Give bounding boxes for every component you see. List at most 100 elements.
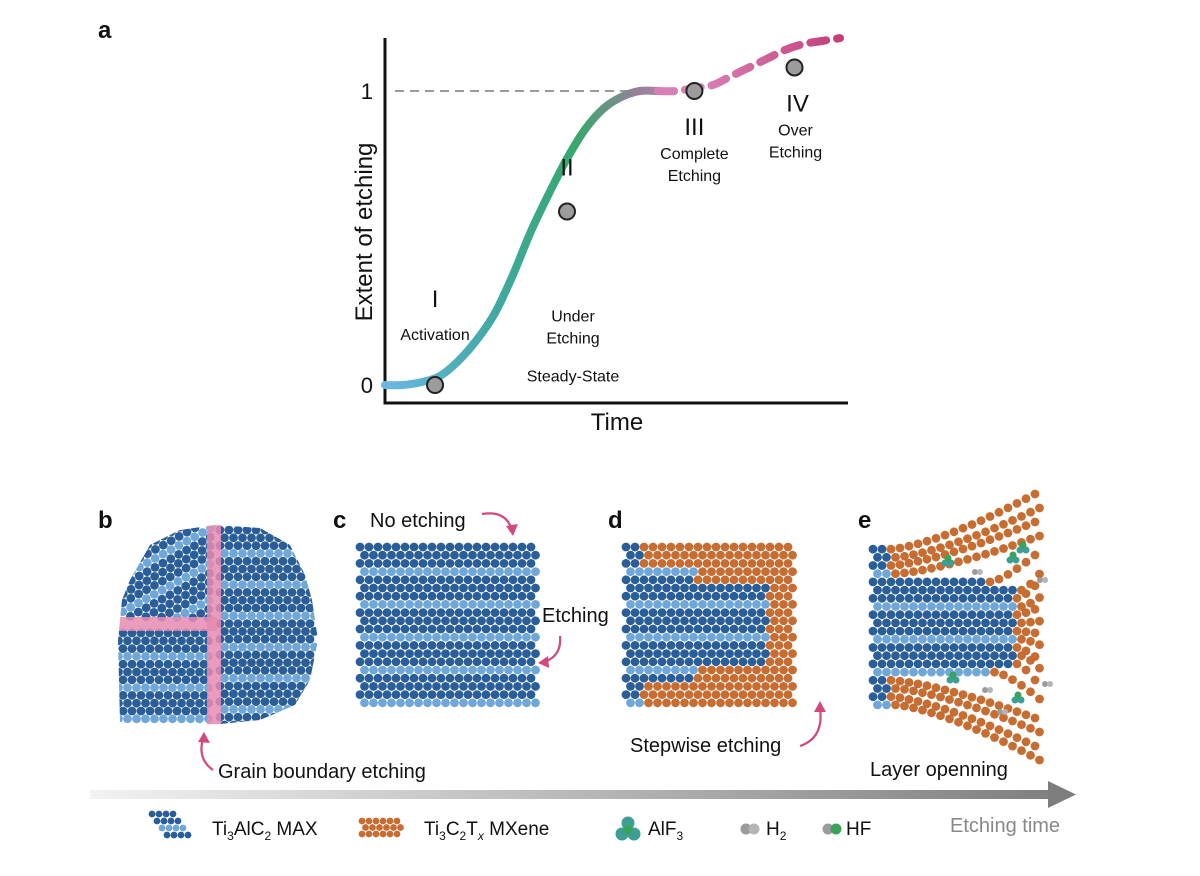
atom [355, 608, 365, 617]
atom [508, 559, 518, 568]
atom [958, 659, 968, 669]
atom [918, 651, 927, 661]
atom [648, 690, 658, 699]
atom [783, 657, 793, 667]
atom [445, 591, 455, 601]
atom [445, 575, 455, 585]
atom [644, 682, 653, 691]
atom [886, 593, 896, 603]
atom [747, 673, 757, 683]
atom [936, 634, 945, 644]
atom [269, 588, 279, 597]
atom [391, 673, 401, 683]
atom [999, 670, 1008, 680]
atom [774, 591, 784, 601]
atom [994, 507, 1004, 517]
atom [707, 616, 716, 626]
atom [118, 593, 120, 603]
atom [788, 550, 797, 560]
atom [940, 593, 950, 603]
atom [662, 567, 671, 576]
atom [936, 543, 945, 552]
stage-point [426, 376, 445, 394]
atom [414, 632, 423, 642]
atom [671, 550, 680, 560]
atom [756, 591, 766, 601]
alf3-atom [949, 671, 957, 679]
atom [635, 698, 644, 708]
atom [900, 602, 909, 611]
atom [454, 542, 464, 552]
atom [783, 542, 793, 552]
atom [621, 624, 631, 634]
atom [499, 608, 509, 617]
atom [387, 632, 396, 642]
atom [657, 673, 667, 683]
atom [251, 556, 261, 566]
atom [251, 619, 261, 628]
atom [738, 690, 748, 699]
atom [242, 572, 252, 582]
atom [360, 600, 369, 609]
atom [653, 649, 662, 658]
atom [418, 624, 428, 634]
atom [159, 531, 168, 541]
atom [472, 542, 482, 552]
atom [635, 550, 644, 560]
atom [891, 684, 900, 693]
atom [788, 616, 797, 626]
atom [689, 665, 698, 675]
atom [716, 632, 725, 642]
atom [495, 682, 504, 691]
atom [684, 575, 694, 585]
atom [531, 632, 540, 642]
atom [895, 610, 905, 620]
atom [301, 673, 310, 683]
atom [972, 634, 981, 644]
atom [118, 698, 123, 708]
atom [355, 559, 365, 568]
atom [265, 705, 274, 714]
atom [662, 583, 671, 593]
atom [382, 657, 392, 667]
atom [283, 642, 292, 652]
atom [895, 543, 905, 553]
atom [752, 616, 761, 626]
atom [269, 697, 279, 706]
atom [626, 600, 635, 609]
atom [743, 550, 752, 560]
atom [283, 564, 292, 574]
atom [382, 575, 392, 585]
grain-top-left [118, 525, 215, 623]
atom [296, 697, 306, 706]
atom [151, 527, 161, 536]
atom [504, 665, 513, 675]
atom [499, 641, 509, 650]
h2-molecule [972, 569, 978, 575]
atom [621, 641, 631, 650]
atom [150, 714, 159, 724]
atom [118, 548, 121, 558]
atom [274, 689, 283, 699]
legend-atom [174, 817, 182, 825]
atom [278, 666, 288, 675]
atom [167, 527, 176, 537]
atom [136, 691, 146, 700]
h2-atom [1042, 577, 1048, 583]
atom [976, 659, 986, 669]
atom [247, 642, 256, 652]
atom [120, 526, 129, 535]
atom [174, 559, 183, 568]
atom [242, 634, 252, 644]
atom [671, 632, 680, 642]
atom [1008, 585, 1017, 595]
atom [118, 691, 128, 700]
atom [886, 544, 896, 554]
atom [265, 627, 274, 636]
atom [481, 673, 491, 683]
atom [698, 550, 707, 560]
atom [761, 682, 770, 691]
atom [671, 583, 680, 593]
atom [229, 611, 238, 621]
atom [891, 602, 900, 611]
